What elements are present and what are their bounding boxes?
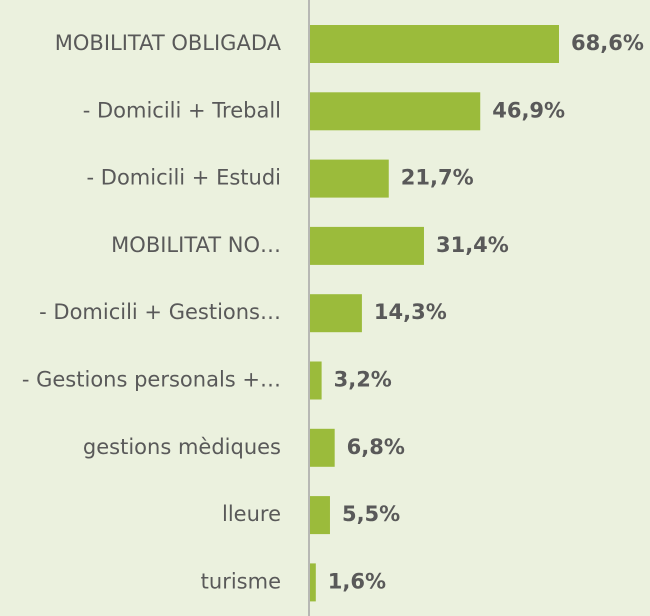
value-label: 1,6% <box>328 569 386 593</box>
category-label: - Domicili + Treball <box>83 98 281 122</box>
bar <box>310 428 335 467</box>
bar <box>310 294 362 333</box>
bar <box>310 159 389 198</box>
bar <box>310 226 424 265</box>
category-label: - Domicili + Gestions… <box>39 300 281 324</box>
category-label: gestions mèdiques <box>83 435 281 459</box>
value-label: 6,8% <box>347 435 405 459</box>
value-label: 21,7% <box>401 166 474 190</box>
value-label: 46,9% <box>492 98 565 122</box>
bar <box>310 92 481 131</box>
category-label: - Domicili + Estudi <box>87 166 281 190</box>
bar <box>310 25 559 63</box>
bar <box>310 563 316 602</box>
category-label: MOBILITAT OBLIGADA <box>55 31 282 55</box>
bar <box>310 496 330 535</box>
value-label: 3,2% <box>334 368 392 392</box>
bar <box>310 361 322 400</box>
category-label: MOBILITAT NO… <box>111 233 281 257</box>
category-label: lleure <box>222 502 281 526</box>
category-label: - Gestions personals +… <box>22 368 281 392</box>
value-label: 31,4% <box>436 233 509 257</box>
category-label: turisme <box>201 569 281 593</box>
value-label: 14,3% <box>374 300 447 324</box>
value-label: 68,6% <box>571 31 644 55</box>
value-label: 5,5% <box>342 502 400 526</box>
